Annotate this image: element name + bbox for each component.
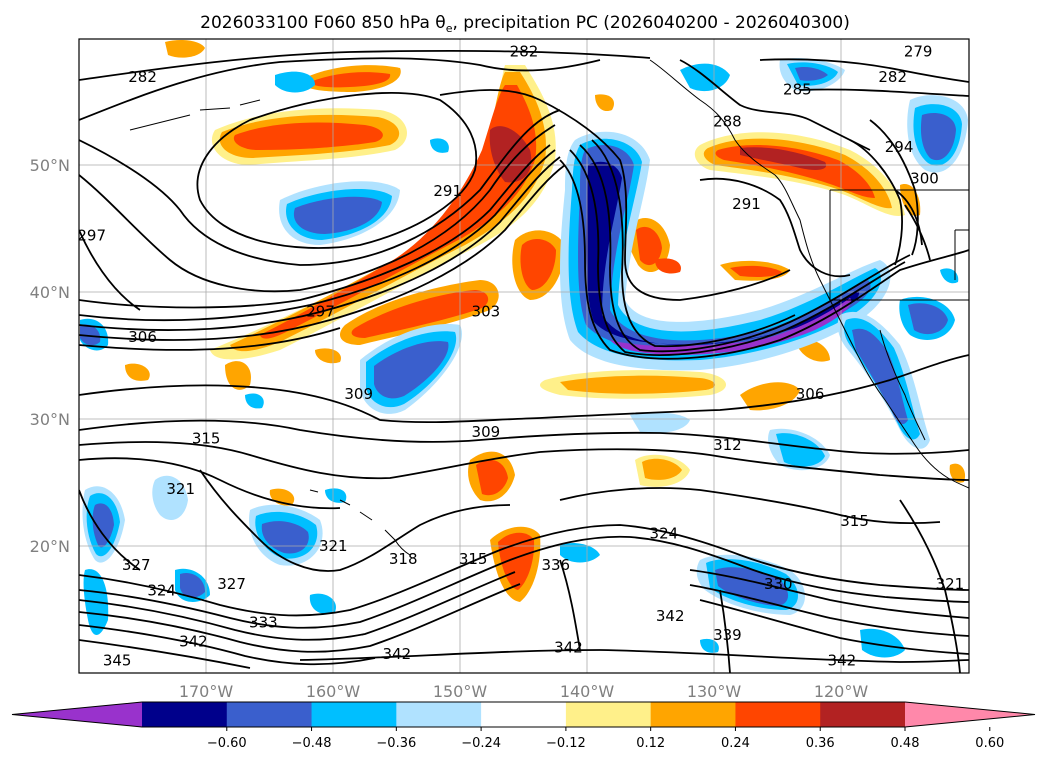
colorbar-segment	[565, 702, 652, 727]
contour-label: 282	[878, 68, 907, 86]
colorbar-tick-label: −0.24	[461, 736, 501, 751]
colorbar-segment	[226, 702, 313, 727]
contour-label: 282	[510, 43, 539, 61]
colorbar-segment	[650, 702, 736, 727]
contour-label: 330	[764, 575, 793, 593]
contour-label: 315	[840, 512, 869, 530]
colorbar-segment	[481, 702, 567, 727]
lon-tick-120w: 120°W	[814, 682, 869, 701]
theta-e-contours	[79, 49, 969, 673]
contour-label: 327	[122, 556, 151, 574]
contour-label: 282	[128, 68, 157, 86]
colorbar-segment	[311, 702, 397, 727]
contour-label: 303	[472, 303, 501, 321]
map-panel: 282 282 279 282 285 288 294 300 291 291 297 297 303 3…	[77, 39, 969, 673]
colorbar-segment	[820, 702, 906, 727]
contour-label: 321	[166, 480, 195, 498]
negative-pc-shading	[80, 58, 968, 658]
map-frame	[78, 38, 970, 674]
contour-label: 300	[910, 169, 939, 187]
contour-label: 306	[128, 328, 157, 346]
colorbar-tick-label: 0.36	[806, 736, 835, 751]
contour-label: 291	[732, 195, 761, 213]
colorbar-tick-label: −0.36	[376, 736, 416, 751]
coastlines	[129, 59, 969, 556]
contour-label: 333	[249, 613, 278, 631]
lat-tick-40n: 40°N	[30, 283, 70, 302]
lon-tick-labels: 170°W 160°W 150°W 140°W 130°W 120°W	[179, 682, 869, 701]
contour-label: 288	[713, 112, 742, 130]
colorbar-tick-label: −0.48	[292, 736, 332, 751]
lon-tick-150w: 150°W	[433, 682, 488, 701]
contour-label: 312	[713, 436, 742, 454]
contour-label: 297	[306, 303, 335, 321]
contour-label: 279	[904, 43, 933, 61]
colorbar-segment	[396, 702, 482, 727]
contour-label: 318	[389, 550, 418, 568]
contour-label: 342	[179, 632, 208, 650]
contour-label: 339	[713, 626, 742, 644]
lat-tick-labels: 50°N 40°N 30°N 20°N	[30, 156, 70, 556]
colorbar-tick-label: 0.12	[636, 736, 665, 751]
contour-label: 297	[77, 227, 106, 245]
colorbar-segment	[142, 702, 228, 727]
colorbar-tick-label: 0.60	[975, 736, 1004, 751]
lon-tick-140w: 140°W	[560, 682, 615, 701]
contour-label: 294	[885, 138, 914, 156]
contour-label: 336	[541, 556, 570, 574]
contour-label: 321	[319, 537, 348, 555]
colorbar-tick-label: 0.24	[721, 736, 750, 751]
colorbar-extend-max	[905, 702, 1035, 727]
lon-tick-130w: 130°W	[687, 682, 742, 701]
contour-label: 321	[936, 575, 965, 593]
lon-tick-160w: 160°W	[306, 682, 361, 701]
contour-label: 342	[383, 645, 412, 663]
contour-label: 315	[192, 429, 221, 447]
lat-tick-20n: 20°N	[30, 537, 70, 556]
contour-label: 345	[103, 651, 132, 669]
lon-tick-170w: 170°W	[179, 682, 234, 701]
colorbar-tick-label: −0.12	[546, 736, 586, 751]
lat-tick-50n: 50°N	[30, 156, 70, 175]
contour-label: 285	[783, 81, 812, 99]
colorbar-outline	[11, 701, 1036, 728]
contour-label: 315	[459, 550, 488, 568]
lat-tick-30n: 30°N	[30, 410, 70, 429]
contour-label: 342	[828, 651, 857, 669]
colorbar-tick-label: −0.60	[207, 736, 247, 751]
contour-label: 306	[796, 385, 825, 403]
contour-label: 309	[472, 423, 501, 441]
contour-label: 324	[650, 525, 679, 543]
positive-pc-shading	[125, 40, 966, 602]
contour-label: 327	[217, 575, 246, 593]
contour-label: 342	[656, 607, 685, 625]
figure-title: 2026033100 F060 850 hPa θe, precipitatio…	[200, 13, 850, 35]
colorbar: −0.60 −0.48 −0.36 −0.24 −0.12 0.12 0.24 0.36 0.4…	[11, 701, 1036, 751]
contour-label: 342	[554, 639, 583, 657]
colorbar-segment	[735, 702, 821, 727]
colorbar-extend-min	[12, 702, 142, 727]
contour-labels: 282 282 279 282 285 288 294 300 291 291 297 297 303 3…	[77, 43, 965, 670]
contour-label: 291	[433, 182, 462, 200]
contour-label: 309	[344, 385, 373, 403]
contour-label: 324	[147, 582, 176, 600]
colorbar-tick-label: 0.48	[891, 736, 920, 751]
